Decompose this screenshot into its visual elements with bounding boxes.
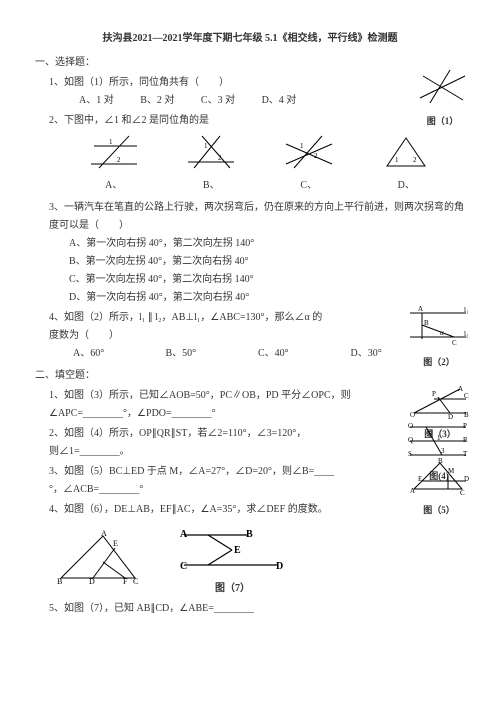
svg-text:1: 1: [395, 156, 399, 164]
q1-opt-d: D、4 对: [262, 95, 297, 106]
q4-options: A、60° B、50° C、40° D、30°: [73, 345, 465, 363]
svg-text:S: S: [408, 450, 412, 458]
q3-opt-a: A、第一次向右拐 40°，第二次向左拐 140°: [69, 235, 465, 253]
f3-line2: °，∠ACB=________°: [49, 481, 465, 499]
q2-fig-b: 12 B、: [186, 134, 236, 195]
q2-stem: 2、下图中，∠1 和∠2 是同位角的是: [49, 112, 465, 130]
svg-text:C: C: [464, 392, 469, 400]
f5-stem: 5、如图（7），已知 AB∥CD，∠ABE=________: [49, 600, 465, 618]
svg-text:2: 2: [117, 156, 121, 164]
figure-7: A B C D E 图（7）: [178, 525, 288, 598]
q2-fig-d: 12 D、: [381, 134, 431, 195]
f1-line1: 1、如图（3）所示，已知∠AOB=50°，PC∥OB，PD 平分∠OPC，则: [49, 387, 465, 405]
svg-text:A: A: [410, 487, 415, 495]
section-2-heading: 二、填空题：: [35, 367, 465, 385]
q3-opt-b: B、第一次向左拐 40°，第二次向右拐 40°: [69, 253, 465, 271]
fig2-label: 图（2）: [408, 354, 470, 370]
svg-text:2: 2: [218, 154, 222, 162]
svg-text:D: D: [89, 577, 95, 586]
svg-text:C: C: [180, 561, 187, 572]
f4-stem: 4、如图（6），DE⊥AB，EF∥AC，∠A=35°，求∠DEF 的度数。: [49, 501, 465, 519]
svg-text:1: 1: [300, 142, 304, 150]
section-1-heading: 一、选择题：: [35, 54, 465, 72]
svg-text:2: 2: [314, 152, 318, 160]
svg-text:α: α: [440, 329, 444, 337]
svg-text:C: C: [460, 489, 465, 497]
svg-text:B: B: [424, 319, 429, 327]
svg-text:B: B: [464, 411, 469, 419]
q1-opt-b: B、2 对: [140, 95, 174, 106]
q3-opt-d: D、第一次向右拐 40°，第二次向右拐 40°: [69, 289, 465, 307]
svg-text:E: E: [234, 545, 241, 556]
svg-text:A: A: [101, 529, 107, 538]
f2-line2: 则∠1=________。: [49, 443, 465, 461]
f2-line1: 2、如图（4）所示，OP∥QR∥ST，若∠2=110°，∠3=120°，: [49, 425, 465, 443]
svg-text:O: O: [408, 422, 413, 430]
svg-text:F: F: [123, 577, 128, 586]
q4-stem1: 4、如图（2）所示，l₁ ∥ l₂，AB⊥l₁，∠ABC=130°，那么∠α 的: [49, 309, 465, 327]
fill-3: 3、如图（5）BC⊥ED 于点 M，∠A=27°，∠D=20°，则∠B=____…: [49, 463, 465, 499]
fill-4: 4、如图（6），DE⊥AB，EF∥AC，∠A=35°，求∠DEF 的度数。: [49, 501, 465, 519]
q3-stem: 3、一辆汽车在笔直的公路上行驶，两次拐弯后，仍在原来的方向上平行前进，则两次拐弯…: [49, 199, 465, 235]
page-title: 扶沟县2021—2021学年度下期七年级 5.1《相交线，平行线》检测题: [35, 30, 465, 48]
q4-opt-b: B、50°: [166, 345, 256, 363]
fill-5: 5、如图（7），已知 AB∥CD，∠ABE=________: [49, 600, 465, 618]
question-1: 1、如图（1）所示，同位角共有（ ） A、1 对 B、2 对 C、3 对 D、4…: [49, 74, 465, 110]
svg-text:A: A: [418, 305, 423, 313]
q1-options: A、1 对 B、2 对 C、3 对 D、4 对: [79, 92, 465, 110]
fig7-label: 图（7）: [178, 580, 288, 598]
q4-opt-a: A、60°: [73, 345, 163, 363]
svg-text:B: B: [57, 577, 62, 586]
svg-text:A: A: [180, 529, 188, 540]
svg-text:D: D: [464, 475, 469, 483]
bottom-figures: B A C D E F A B C D E 图（7）: [55, 525, 465, 598]
q2-figures: 12 A、 12 B、 12 C、 12 D、: [65, 134, 455, 195]
svg-text:T: T: [463, 450, 468, 458]
svg-text:R: R: [463, 436, 468, 444]
svg-text:A: A: [458, 385, 463, 393]
figure-6: B A C D E F: [55, 530, 145, 593]
question-3: 3、一辆汽车在笔直的公路上行驶，两次拐弯后，仍在原来的方向上平行前进，则两次拐弯…: [35, 199, 465, 307]
q2-fig-a: 12 A、: [89, 134, 139, 195]
f1-line2: ∠APC=________°，∠PDO=________°: [49, 405, 465, 423]
fill-1: 1、如图（3）所示，已知∠AOB=50°，PC∥OB，PD 平分∠OPC，则 ∠…: [49, 387, 465, 423]
svg-text:1: 1: [437, 434, 441, 442]
svg-text:C: C: [133, 577, 138, 586]
svg-text:Q: Q: [408, 436, 413, 444]
svg-text:O: O: [410, 411, 415, 419]
svg-text:l₁: l₁: [464, 306, 468, 314]
svg-text:3: 3: [441, 447, 445, 455]
svg-text:M: M: [448, 467, 455, 475]
svg-text:2: 2: [429, 429, 433, 437]
svg-text:E: E: [418, 475, 422, 483]
svg-text:1: 1: [109, 138, 113, 146]
svg-text:2: 2: [413, 156, 417, 164]
svg-text:C: C: [452, 339, 457, 347]
q1-opt-a: A、1 对: [79, 95, 114, 106]
q4-opt-c: C、40°: [258, 345, 348, 363]
q1-stem: 1、如图（1）所示，同位角共有（ ）: [49, 74, 465, 92]
f3-line1: 3、如图（5）BC⊥ED 于点 M，∠A=27°，∠D=20°，则∠B=____: [49, 463, 465, 481]
q1-opt-c: C、3 对: [201, 95, 235, 106]
svg-text:1: 1: [204, 142, 208, 150]
q3-opt-c: C、第一次向左拐 40°，第二次向右拐 140°: [69, 271, 465, 289]
svg-text:P: P: [463, 422, 467, 430]
svg-text:D: D: [276, 561, 283, 572]
svg-text:B: B: [438, 457, 443, 465]
figure-2: A l₁ l₂ B C α 图（2）: [408, 305, 470, 370]
svg-text:P: P: [432, 390, 436, 398]
question-2: 2、下图中，∠1 和∠2 是同位角的是: [49, 112, 465, 130]
question-4: 4、如图（2）所示，l₁ ∥ l₂，AB⊥l₁，∠ABC=130°，那么∠α 的…: [49, 309, 465, 363]
svg-text:E: E: [113, 539, 118, 548]
fill-2: 2、如图（4）所示，OP∥QR∥ST，若∠2=110°，∠3=120°， 则∠1…: [49, 425, 465, 461]
q4-stem2: 度数为（ ）: [49, 327, 465, 345]
svg-text:l₂: l₂: [464, 330, 469, 338]
q2-fig-c: 12 C、: [284, 134, 334, 195]
svg-text:B: B: [246, 529, 253, 540]
